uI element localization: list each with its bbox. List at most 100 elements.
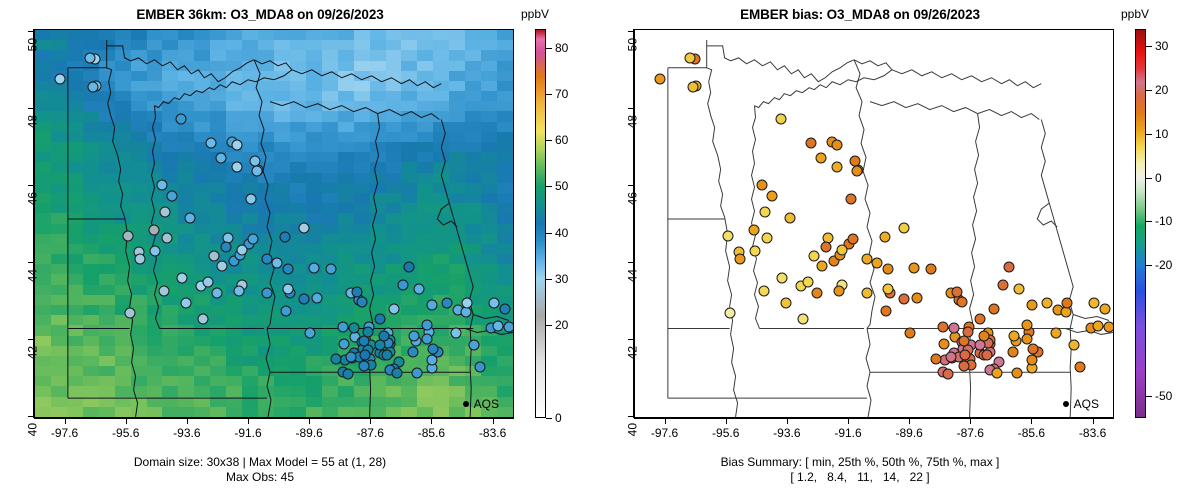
raster-cell (178, 233, 195, 244)
raster-cell (481, 172, 498, 183)
raster-cell (289, 182, 306, 193)
raster-cell (305, 366, 322, 377)
bias-point-marker (831, 139, 843, 151)
raster-cell (274, 121, 290, 132)
model-colorbar-unit: ppbV (520, 7, 550, 21)
raster-cell (226, 152, 243, 163)
raster-cell (417, 376, 434, 387)
obs-point-marker (441, 297, 453, 309)
obs-point-marker (342, 368, 354, 380)
raster-cell (385, 325, 402, 336)
raster-cell (337, 213, 354, 224)
bias-point-marker (898, 293, 910, 305)
raster-cell (194, 345, 211, 356)
raster-cell (146, 406, 163, 417)
colorbar-tick-label: 0 (1155, 170, 1162, 185)
raster-cell (433, 30, 450, 41)
raster-cell (66, 192, 83, 204)
raster-cell (305, 30, 322, 41)
raster-cell (178, 121, 195, 132)
raster-cell (305, 60, 322, 71)
raster-cell (178, 162, 195, 173)
raster-cell (321, 294, 338, 305)
raster-cell (481, 223, 498, 234)
raster-cell (449, 355, 466, 367)
raster-cell (433, 366, 450, 377)
raster-cell (242, 213, 259, 224)
y-axis-tick (628, 262, 634, 263)
obs-point-marker (233, 285, 245, 297)
raster-cell (178, 131, 195, 143)
raster-cell (274, 325, 290, 336)
raster-cell (178, 325, 195, 336)
bias-point-marker (988, 303, 1000, 315)
raster-cell (401, 366, 418, 377)
raster-cell (50, 355, 67, 367)
raster-cell (178, 335, 195, 346)
raster-cell (114, 325, 131, 336)
raster-cell (210, 192, 227, 204)
raster-cell (50, 406, 67, 417)
raster-cell (178, 111, 195, 122)
raster-cell (114, 386, 131, 397)
raster-cell (337, 406, 354, 417)
raster-cell (210, 203, 227, 214)
raster-cell (162, 182, 179, 193)
raster-cell (385, 121, 402, 132)
raster-cell (50, 213, 67, 224)
raster-cell (337, 121, 354, 132)
raster-cell (369, 91, 386, 102)
raster-cell (130, 223, 147, 234)
raster-cell (497, 91, 513, 102)
obs-point-marker (499, 303, 511, 315)
colorbar-tick (1146, 221, 1152, 223)
raster-cell (82, 294, 99, 305)
raster-cell (82, 111, 99, 122)
raster-cell (401, 315, 418, 326)
raster-cell (178, 142, 195, 153)
raster-cell (433, 386, 450, 397)
raster-cell (449, 101, 466, 112)
raster-cell (385, 406, 402, 417)
bias-point-marker (1050, 327, 1062, 339)
raster-cell (226, 30, 243, 41)
bias-point-marker (993, 356, 1005, 368)
raster-cell (353, 406, 370, 417)
raster-cell (497, 40, 513, 51)
raster-cell (337, 386, 354, 397)
y-axis-tick (28, 339, 34, 341)
raster-cell (353, 264, 370, 275)
raster-cell (66, 182, 83, 193)
bias-point-marker (974, 313, 985, 325)
raster-cell (194, 213, 211, 224)
aqs-legend-label: AQS (1073, 397, 1099, 411)
raster-cell (98, 213, 115, 224)
raster-cell (66, 91, 83, 102)
raster-cell (274, 345, 290, 356)
raster-cell (497, 223, 513, 234)
aqs-dot-icon (462, 401, 469, 407)
raster-cell (35, 80, 51, 92)
raster-cell (162, 294, 179, 305)
raster-cell (50, 30, 67, 41)
raster-cell (226, 345, 243, 356)
raster-cell (465, 345, 482, 356)
raster-cell (66, 223, 83, 234)
raster-cell (82, 203, 99, 214)
x-axis-tick (848, 418, 849, 424)
raster-cell (35, 243, 51, 255)
bias-point-marker (776, 272, 788, 284)
raster-cell (289, 192, 306, 204)
raster-cell (194, 121, 211, 132)
raster-cell (35, 172, 51, 183)
colorbar-tick (546, 418, 552, 419)
obs-point-marker (421, 333, 433, 345)
raster-cell (178, 152, 195, 163)
obs-point-marker (381, 349, 393, 361)
colorbar-tick (1146, 177, 1152, 179)
bias-point-marker (1074, 361, 1086, 373)
raster-cell (162, 325, 179, 336)
aqs-dot-icon (1062, 401, 1069, 407)
obs-point-marker (488, 297, 500, 309)
raster-cell (401, 30, 418, 41)
